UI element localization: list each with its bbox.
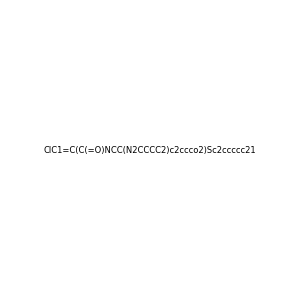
Text: ClC1=C(C(=O)NCC(N2CCCC2)c2ccco2)Sc2ccccc21: ClC1=C(C(=O)NCC(N2CCCC2)c2ccco2)Sc2ccccc…	[44, 146, 256, 154]
